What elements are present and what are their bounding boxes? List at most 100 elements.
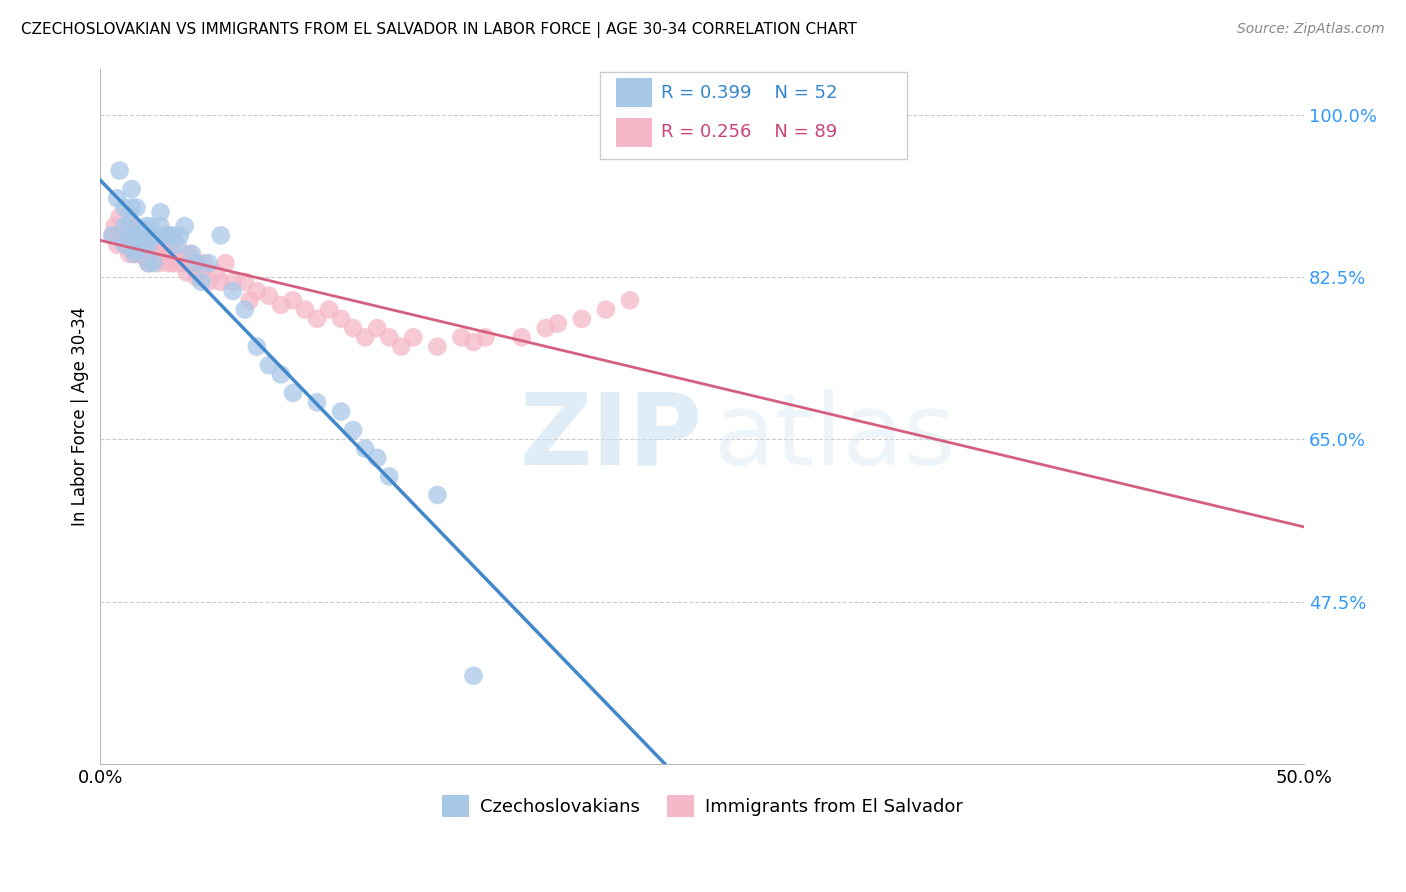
Point bbox=[354, 330, 377, 344]
Point bbox=[378, 330, 401, 344]
Point bbox=[149, 247, 172, 261]
Point bbox=[139, 219, 162, 234]
Point bbox=[149, 233, 172, 247]
Point bbox=[149, 219, 172, 234]
Point bbox=[378, 469, 401, 483]
Point bbox=[205, 265, 228, 279]
Point bbox=[138, 237, 160, 252]
Point bbox=[595, 302, 617, 317]
Point bbox=[281, 386, 304, 401]
Point bbox=[270, 368, 292, 382]
Point bbox=[239, 293, 262, 308]
Point bbox=[138, 256, 160, 270]
Point bbox=[162, 242, 184, 256]
Point bbox=[112, 237, 135, 252]
Point bbox=[142, 252, 165, 266]
Point bbox=[166, 256, 188, 270]
Point bbox=[101, 228, 124, 243]
Point bbox=[139, 247, 162, 261]
Point bbox=[169, 228, 191, 243]
Point bbox=[197, 256, 219, 270]
Point bbox=[121, 242, 143, 256]
Point bbox=[121, 182, 143, 196]
Point bbox=[190, 265, 212, 279]
Point bbox=[128, 228, 150, 243]
Point bbox=[155, 247, 177, 261]
Point bbox=[426, 340, 449, 354]
Point bbox=[173, 256, 195, 270]
Point bbox=[173, 219, 195, 234]
Point bbox=[233, 275, 256, 289]
Point bbox=[330, 311, 353, 326]
Point bbox=[305, 311, 328, 326]
Point bbox=[138, 256, 160, 270]
Point bbox=[257, 288, 280, 302]
Point bbox=[534, 321, 557, 335]
Point bbox=[180, 256, 202, 270]
Point bbox=[342, 321, 364, 335]
Point bbox=[233, 302, 256, 317]
Point bbox=[121, 219, 143, 234]
Point bbox=[463, 334, 485, 349]
Point bbox=[155, 237, 177, 252]
Point bbox=[330, 404, 353, 418]
Point bbox=[149, 205, 172, 219]
Point bbox=[128, 242, 150, 256]
Point bbox=[121, 201, 143, 215]
Point bbox=[128, 228, 150, 243]
Point bbox=[305, 395, 328, 409]
Point bbox=[112, 219, 135, 234]
Point bbox=[112, 201, 135, 215]
Point bbox=[294, 302, 316, 317]
Point bbox=[129, 233, 152, 247]
Point bbox=[155, 228, 177, 243]
Text: CZECHOSLOVAKIAN VS IMMIGRANTS FROM EL SALVADOR IN LABOR FORCE | AGE 30-34 CORREL: CZECHOSLOVAKIAN VS IMMIGRANTS FROM EL SA… bbox=[21, 22, 858, 38]
Point bbox=[139, 233, 162, 247]
Point bbox=[139, 228, 162, 243]
Point bbox=[197, 275, 219, 289]
Point bbox=[118, 214, 141, 228]
Point bbox=[115, 219, 138, 234]
Legend: Czechoslovakians, Immigrants from El Salvador: Czechoslovakians, Immigrants from El Sal… bbox=[434, 788, 970, 824]
Point bbox=[162, 256, 184, 270]
Point bbox=[135, 237, 157, 252]
Point bbox=[619, 293, 641, 308]
Point bbox=[125, 233, 148, 247]
Point bbox=[214, 256, 236, 270]
FancyBboxPatch shape bbox=[616, 78, 651, 107]
Point bbox=[122, 247, 145, 261]
Point bbox=[125, 201, 148, 215]
Point bbox=[222, 284, 245, 298]
Text: ZIP: ZIP bbox=[519, 389, 702, 485]
Point bbox=[571, 311, 593, 326]
Point bbox=[169, 252, 191, 266]
Point bbox=[145, 237, 167, 252]
Point bbox=[156, 242, 179, 256]
Point bbox=[135, 252, 157, 266]
Point bbox=[142, 242, 165, 256]
Point bbox=[246, 284, 269, 298]
Point bbox=[193, 256, 215, 270]
Point bbox=[132, 224, 155, 238]
Point bbox=[222, 275, 245, 289]
Point bbox=[132, 224, 155, 238]
Point bbox=[162, 228, 184, 243]
FancyBboxPatch shape bbox=[600, 72, 907, 159]
Point bbox=[450, 330, 472, 344]
Point bbox=[186, 256, 208, 270]
Point bbox=[270, 298, 292, 312]
Point bbox=[426, 488, 449, 502]
Point bbox=[112, 228, 135, 243]
Point bbox=[125, 242, 148, 256]
Point bbox=[115, 237, 138, 252]
Point bbox=[156, 228, 179, 243]
Point bbox=[125, 224, 148, 238]
Point bbox=[186, 256, 208, 270]
Point bbox=[118, 247, 141, 261]
Point bbox=[166, 237, 188, 252]
Point bbox=[104, 219, 127, 234]
Point bbox=[463, 669, 485, 683]
Point bbox=[142, 228, 165, 243]
Point bbox=[354, 442, 377, 456]
Point bbox=[318, 302, 340, 317]
